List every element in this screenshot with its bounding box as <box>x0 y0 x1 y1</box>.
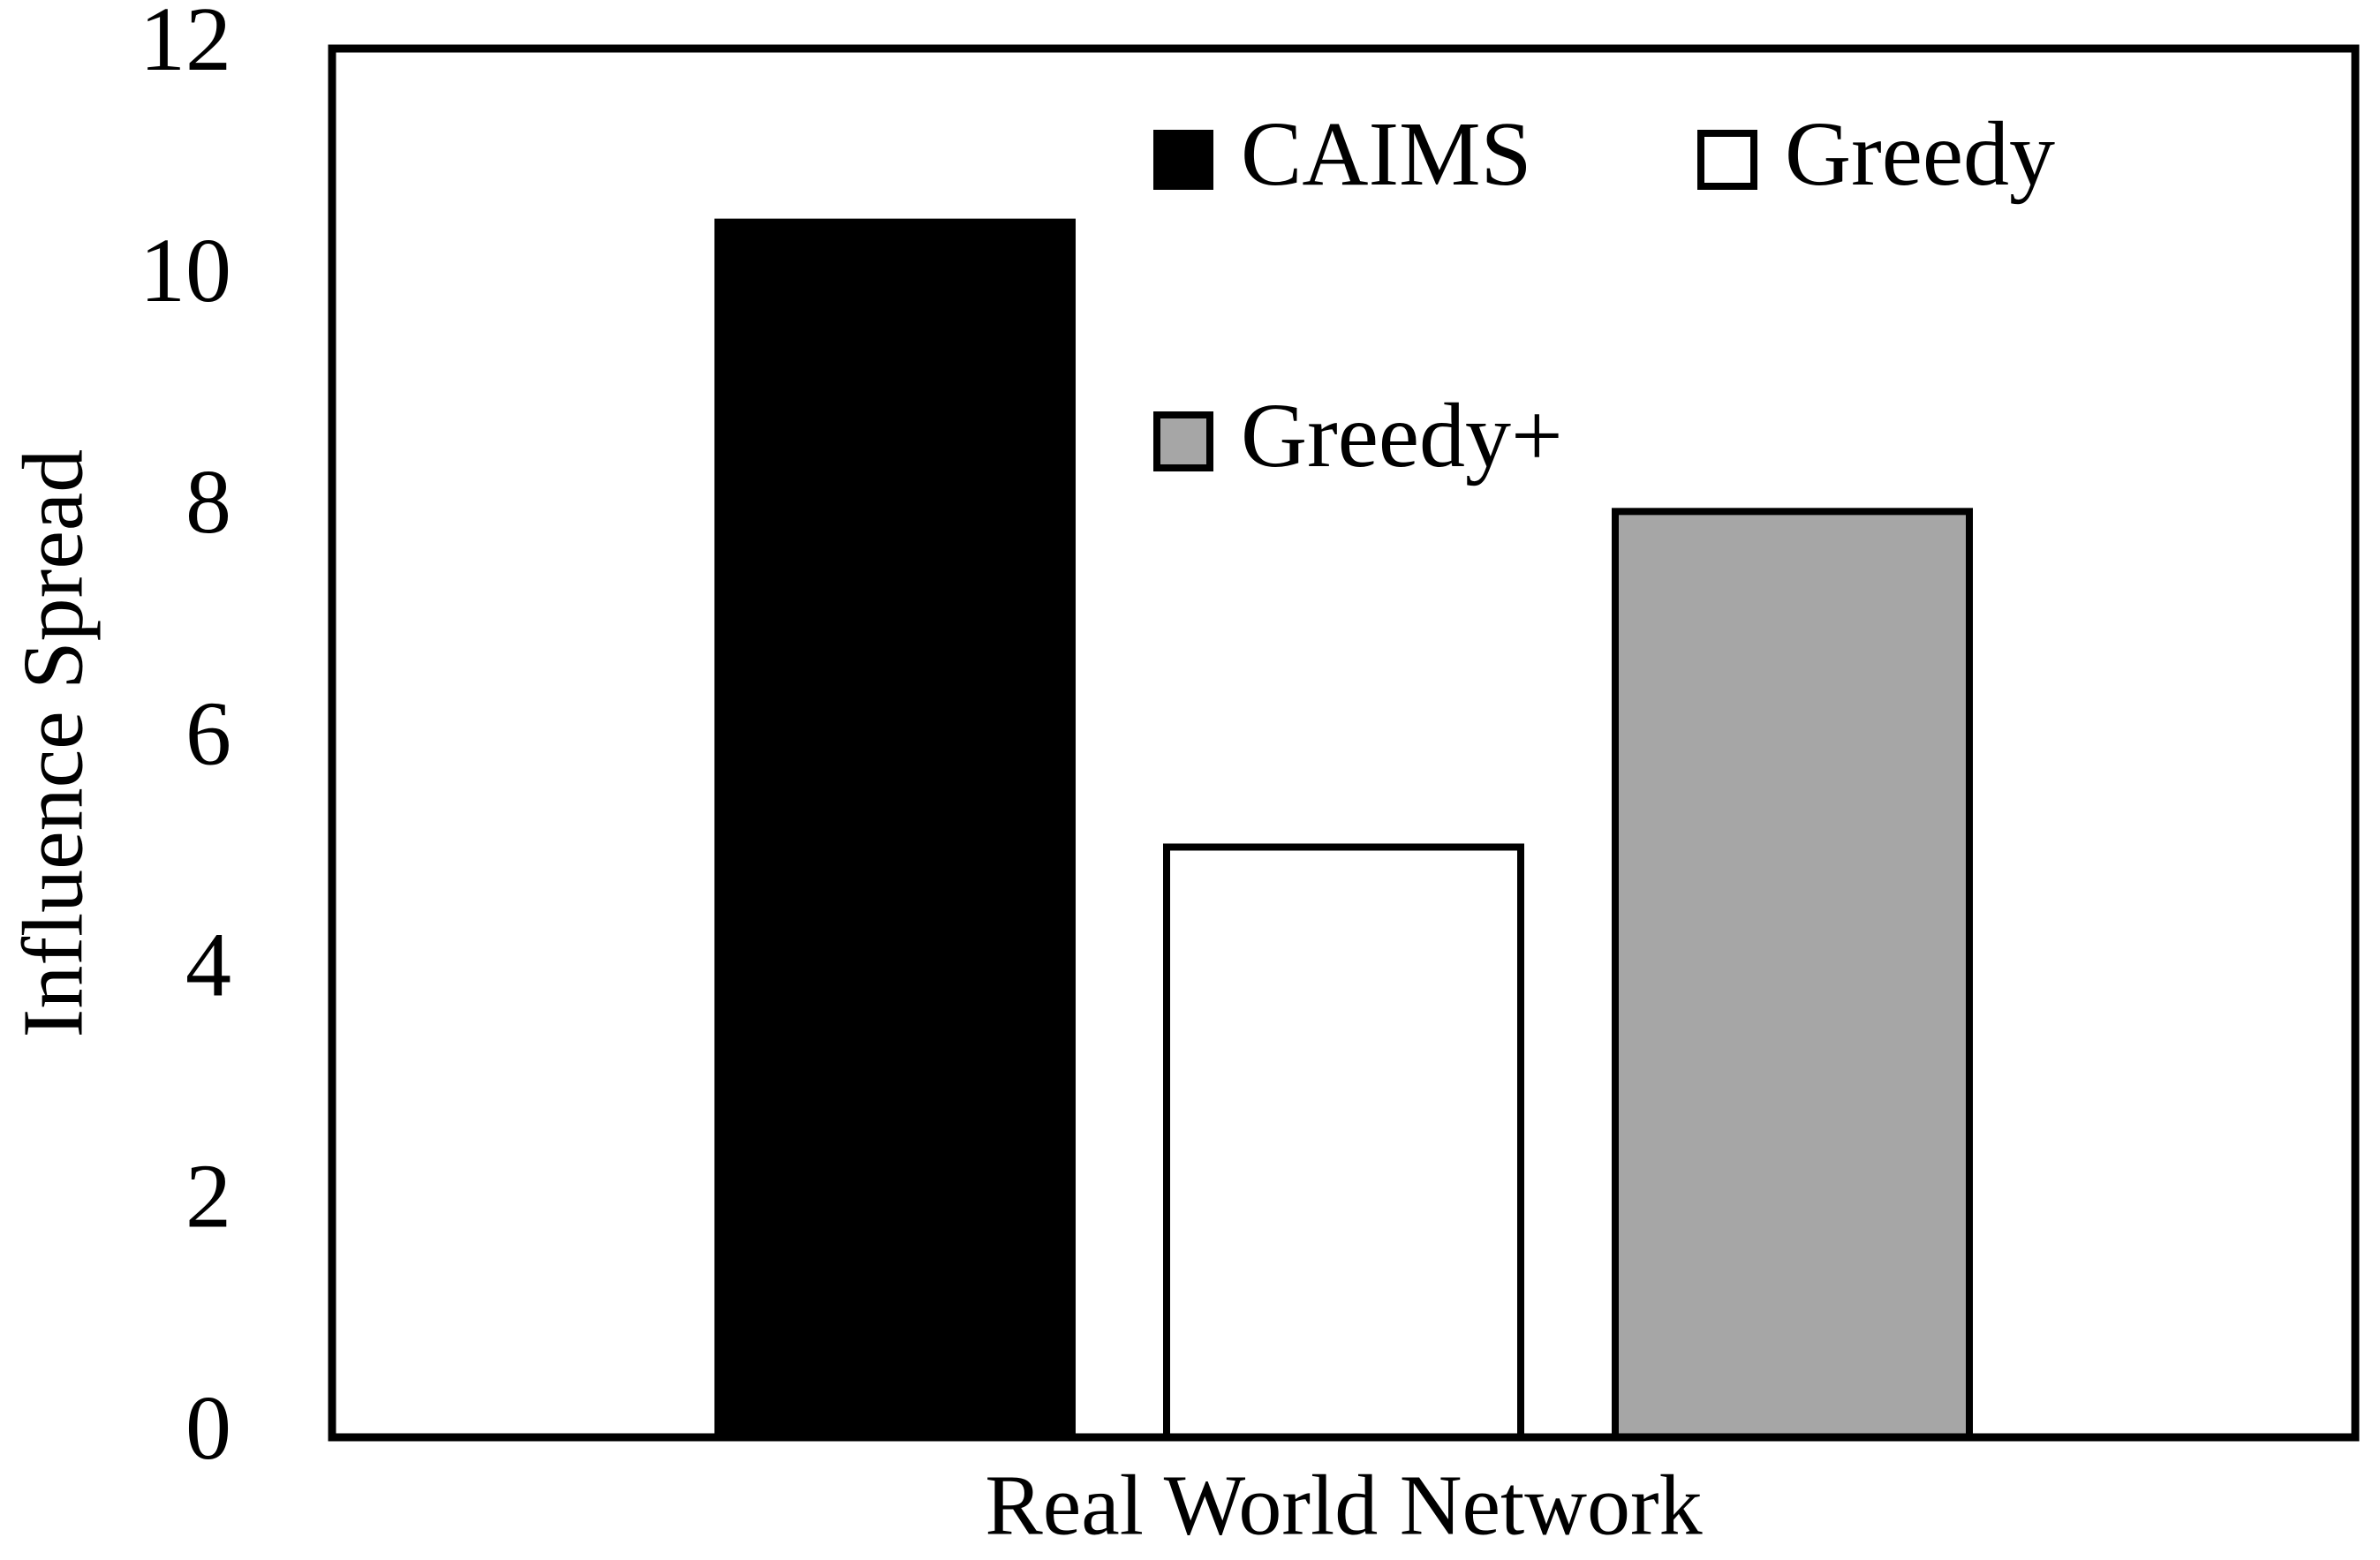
legend-swatch <box>1153 130 1213 190</box>
y-axis-label: Influence Spread <box>5 449 101 1038</box>
y-tick-label: 8 <box>185 451 231 553</box>
bar <box>714 218 1076 1441</box>
y-tick-label: 0 <box>185 1377 231 1479</box>
plot-frame <box>328 44 2360 1442</box>
y-tick-label: 12 <box>140 0 231 90</box>
y-tick-label: 2 <box>185 1146 231 1247</box>
legend-swatch <box>1153 411 1213 471</box>
bar <box>1163 843 1524 1441</box>
y-tick-label: 10 <box>140 220 231 321</box>
bar <box>1612 508 1973 1441</box>
legend-label: Greedy+ <box>1241 385 1563 486</box>
y-tick-label: 4 <box>185 915 231 1016</box>
y-tick-label: 6 <box>185 682 231 784</box>
legend-swatch <box>1697 130 1757 190</box>
legend-label: CAIMS <box>1241 103 1531 205</box>
legend-label: Greedy <box>1785 103 2055 205</box>
x-tick-label: Real World Network <box>985 1458 1702 1553</box>
